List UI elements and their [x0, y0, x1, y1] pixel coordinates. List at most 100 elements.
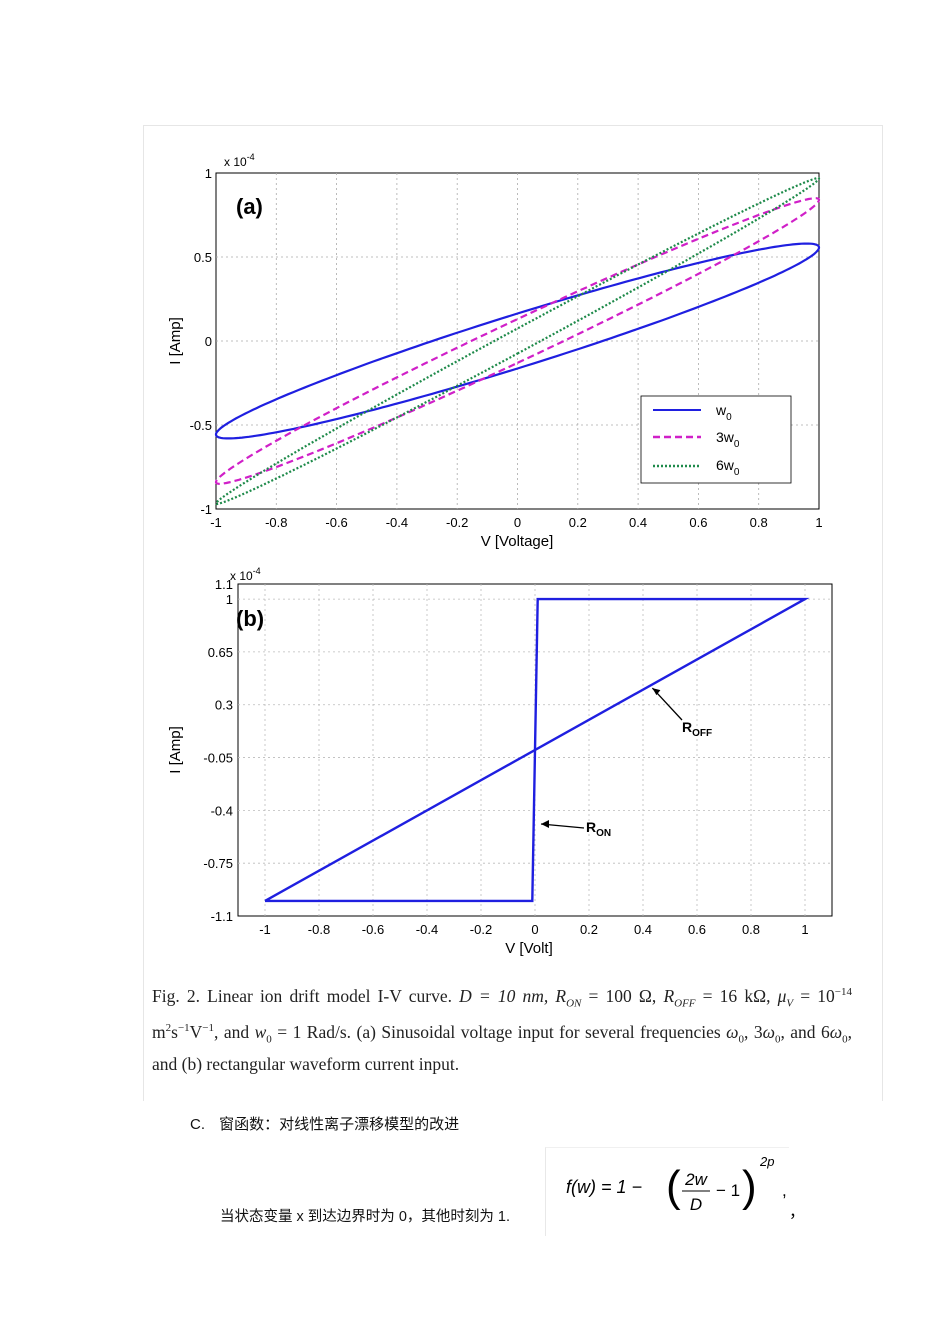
caption-comma3: , 3 [744, 1021, 763, 1042]
panel-b-ytick-label: 0.65 [208, 645, 233, 660]
panel-a-ylabel: I [Amp] [167, 317, 184, 365]
figure-svg: -1 -0.8 -0.6 -0.4 -0.2 0 0.2 0.4 0.6 0.8 1 -1 -0.5 0 0… [167, 152, 833, 957]
panel-b-ytick-label: 1.1 [215, 577, 233, 592]
panel-a-ytick-label: 1 [205, 166, 212, 181]
figure-container: -1 -0.8 -0.6 -0.4 -0.2 0 0.2 0.4 0.6 0.8 1 -1 -0.5 0 0… [143, 125, 883, 1101]
caption-mu-symbol: μ [777, 985, 787, 1006]
panel-b-xtick-label: -0.4 [416, 922, 438, 937]
caption-w0: w [254, 1021, 267, 1042]
caption-mu-units-exp3: −1 [202, 1021, 215, 1034]
panel-b-exponent: x 10-4 [230, 566, 261, 583]
legend-w0-name: w [715, 402, 727, 418]
legend-6w0-name: 6w [716, 457, 735, 473]
annotation-roff-r: R [682, 719, 692, 735]
caption-mu-units-v: V [189, 1021, 203, 1042]
trailing-comma: ， [789, 1204, 806, 1221]
panel-b-ytick-label: -0.75 [203, 856, 233, 871]
caption-omega-3: ω [829, 1021, 843, 1042]
annotation-roff: ROFF [682, 719, 712, 739]
panel-b-xtick-label: -1 [259, 922, 271, 937]
panel-b-label: (b) [236, 606, 264, 631]
annotation-roff-sub: OFF [692, 728, 712, 739]
panel-a-xlabel: V [Voltage] [481, 533, 554, 550]
panel-a-xtick-label: -0.6 [325, 515, 347, 530]
panel-b-xlabel: V [Volt] [505, 940, 553, 957]
formula-numerator: 2w [684, 1170, 708, 1189]
caption-d-eq: D = 10 nm, [459, 985, 549, 1006]
panel-a-xtick-label: 0 [514, 515, 521, 530]
annotation-ron-sub: ON [596, 828, 611, 839]
caption-w0-val: = 1 Rad/s. [271, 1021, 352, 1042]
caption-ron-val: = 100 Ω, [581, 985, 657, 1006]
caption-omega-sub-3: 0 [842, 1033, 848, 1046]
panel-a-ytick-label: -0.5 [190, 418, 212, 433]
panel-a-ytick-label: 0 [205, 334, 212, 349]
body-text: 当状态变量 x 到达边界时为 0，其他时刻为 1. [220, 1209, 511, 1225]
panel-b-chart: -1 -0.8 -0.6 -0.4 -0.2 0 0.2 0.4 0.6 0.8 11.110.65… [167, 566, 833, 957]
section-heading: C. 窗函数：对线性离子漂移模型的改进 [190, 1113, 469, 1134]
annotation-ron: RON [586, 819, 611, 839]
section-letter: C. [190, 1116, 205, 1133]
annotation-roff-arrowhead [652, 688, 661, 696]
formula-left-paren: ( [666, 1162, 681, 1211]
panel-a-legend: w0 3w0 6w0 [640, 395, 792, 484]
legend-label-3w0: 3w0 [716, 429, 740, 450]
legend-3w0-sub: 0 [734, 439, 740, 450]
caption-w0-sub: 0 [266, 1033, 272, 1046]
caption-omega-2: ω [762, 1021, 775, 1042]
panel-a-series [214, 176, 821, 506]
legend-label-w0: w0 [715, 402, 732, 423]
annotation-ron-r: R [586, 819, 596, 835]
panel-a-xtick-label: 0.2 [569, 515, 587, 530]
panel-b-xtick-label: 1 [801, 922, 808, 937]
formula-svg: f(w) = 1 − ( 2w D − 1 ) 2p , [566, 1154, 787, 1214]
panel-a-ytick-label: 0.5 [194, 250, 212, 265]
panel-b-xtick-label: -0.2 [470, 922, 492, 937]
panel-b-annotations: ROFF RON [586, 719, 712, 839]
panel-b-xtick-label: 0.8 [742, 922, 760, 937]
panel-b-ytick-label: -1.1 [211, 909, 233, 924]
panel-a-xtick-label: 0.4 [629, 515, 647, 530]
caption-mu-units-s: s [171, 1021, 178, 1042]
panel-a-series-line-0 [214, 242, 821, 440]
panel-a-xtick-label: 0.6 [689, 515, 707, 530]
caption-omega-sub-2: 0 [774, 1033, 781, 1046]
caption-roff-val: = 16 kΩ, [695, 985, 771, 1006]
section-title: 窗函数：对线性离子漂移模型的改进 [219, 1116, 460, 1133]
caption-part1: Linear ion drift model I-V curve. [207, 985, 452, 1006]
figure-caption: Fig. 2. Linear ion drift model I-V curve… [152, 980, 852, 1076]
legend-label-6w0: 6w0 [716, 457, 740, 478]
formula-tail: , [782, 1181, 787, 1200]
panel-a-xtick-label: 0.8 [750, 515, 768, 530]
panel-a-ytick-label: -1 [200, 502, 212, 517]
panel-b-ticks: -1 -0.8 -0.6 -0.4 -0.2 0 0.2 0.4 0.6 0.8 11.110.65… [203, 577, 808, 937]
panel-b-xtick-label: -0.6 [362, 922, 384, 937]
panel-b-exponent-base: x 10 [230, 569, 253, 583]
legend-6w0-sub: 0 [734, 467, 740, 478]
panel-a-xtick-label: -0.2 [446, 515, 468, 530]
panel-a-xtick-label: -1 [210, 515, 222, 530]
panel-b-series-line-0 [264, 597, 810, 903]
panel-a-ticks: -1 -0.8 -0.6 -0.4 -0.2 0 0.2 0.4 0.6 0.8 1 -1 -0.5 0 0… [190, 166, 823, 530]
panel-a-label: (a) [236, 194, 263, 219]
caption-mu-sub: V [786, 997, 794, 1010]
panel-b-xtick-label: 0.6 [688, 922, 706, 937]
panel-b-exponent-power: -4 [253, 566, 261, 576]
panel-b-ytick-label: -0.4 [211, 803, 233, 818]
panel-b-ytick-label: 1 [226, 592, 233, 607]
caption-part-a: (a) Sinusoidal voltage input for several… [356, 1021, 727, 1042]
caption-roff-r: R [663, 985, 675, 1006]
caption-ron-sub: ON [566, 997, 582, 1010]
panel-a-exponent-power: -4 [247, 152, 255, 162]
panel-b-ytick-label: 0.3 [215, 698, 233, 713]
formula-right-paren: ) [742, 1162, 757, 1211]
caption-part-b: , and (b) rectangular waveform current i… [152, 1021, 853, 1074]
formula-lhs: f(w) = 1 − [566, 1177, 642, 1197]
legend-w0-sub: 0 [726, 412, 732, 423]
annotation-ron-arrowhead [541, 820, 549, 828]
formula-minus-one: − 1 [716, 1181, 740, 1200]
caption-roff: ROFF [663, 985, 695, 1010]
panel-b-xtick-label: 0.2 [580, 922, 598, 937]
caption-mu-units-exp1: 2 [165, 1021, 172, 1034]
panel-b-xtick-label: 0.4 [634, 922, 652, 937]
